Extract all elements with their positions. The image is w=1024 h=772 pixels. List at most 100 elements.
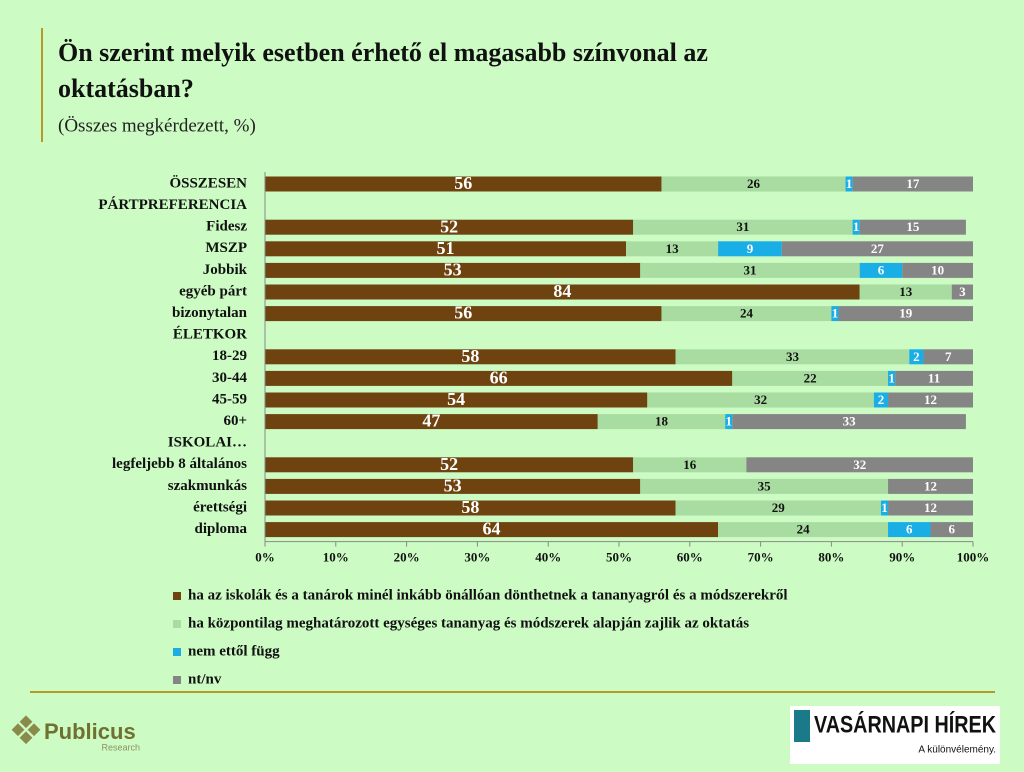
category-label: 45-59 [212, 391, 247, 407]
value-label: 13 [899, 284, 913, 299]
bar-segment [923, 349, 973, 365]
legend-swatch [173, 676, 181, 684]
value-label: 6 [878, 262, 885, 277]
bar-segment [888, 522, 931, 538]
value-label: 24 [797, 522, 811, 537]
value-label: 3 [959, 284, 966, 299]
value-label: 18 [655, 414, 669, 429]
bar-segment [718, 241, 782, 257]
bar-segment [951, 284, 973, 300]
value-label: 31 [736, 219, 749, 234]
value-label: 33 [786, 349, 800, 364]
value-label: 6 [949, 522, 956, 537]
value-label: 12 [924, 392, 937, 407]
bar-segment [873, 392, 889, 408]
category-label: ISKOLAI… [168, 435, 247, 451]
value-label: 1 [888, 370, 895, 385]
x-tick-label: 70% [748, 550, 774, 565]
value-label: 32 [754, 392, 767, 407]
value-label: 1 [853, 219, 860, 234]
value-label: 53 [444, 476, 462, 496]
bar-segment [661, 176, 846, 192]
value-label: 66 [490, 368, 508, 388]
value-label: 31 [743, 262, 756, 277]
bar-segment [888, 478, 973, 494]
category-label: ÖSSZESEN [169, 174, 247, 191]
legend-label: ha az iskolák és a tanárok minél inkább … [188, 587, 788, 603]
bar-segment [640, 478, 889, 494]
bar-segment [265, 370, 733, 386]
legend-swatch [173, 648, 181, 656]
value-label: 53 [444, 260, 462, 280]
x-tick-label: 50% [606, 550, 632, 565]
x-tick-label: 10% [323, 550, 349, 565]
x-tick-label: 60% [677, 550, 703, 565]
value-label: 27 [871, 241, 885, 256]
value-label: 52 [440, 454, 458, 474]
bar-segment [675, 500, 881, 516]
x-tick-label: 90% [889, 550, 915, 565]
legend-swatch [173, 592, 181, 600]
value-label: 1 [881, 500, 888, 515]
value-label: 1 [846, 176, 853, 191]
value-label: 52 [440, 216, 458, 236]
logo-subtext: A különvélemény. [918, 745, 996, 756]
logo-text: VASÁRNAPI HÍREK [814, 710, 997, 738]
legend-label: ha központilag meghatározott egységes ta… [188, 615, 749, 631]
value-label: 58 [461, 497, 479, 517]
value-label: 16 [683, 457, 697, 472]
bar-segment [265, 478, 641, 494]
value-label: 32 [853, 457, 866, 472]
value-label: 84 [553, 281, 571, 301]
x-tick-label: 20% [394, 550, 420, 565]
value-label: 13 [666, 241, 680, 256]
bar-segment [265, 392, 648, 408]
value-label: 56 [454, 173, 472, 193]
bar-segment [781, 241, 973, 257]
bar-segment [732, 414, 966, 430]
bar-segment [895, 370, 973, 386]
legend-label: nt/nv [188, 671, 222, 687]
value-label: 29 [772, 500, 786, 515]
value-label: 17 [906, 176, 920, 191]
legend-swatch [173, 620, 181, 628]
value-label: 26 [747, 176, 761, 191]
bar-segment [265, 500, 676, 516]
value-label: 24 [740, 306, 754, 321]
bar-segment [859, 219, 966, 235]
bar-segment [909, 349, 924, 365]
value-label: 64 [483, 519, 501, 539]
bar-segment [626, 241, 719, 257]
value-label: 2 [878, 392, 885, 407]
value-label: 12 [924, 478, 937, 493]
value-label: 19 [899, 306, 913, 321]
bar-segment [265, 414, 598, 430]
bar-segment [265, 522, 719, 538]
x-tick-label: 100% [957, 550, 990, 565]
bar-segment [718, 522, 889, 538]
value-label: 33 [843, 414, 857, 429]
bar-segment [265, 262, 641, 278]
bar-segment [265, 284, 860, 300]
value-label: 7 [945, 349, 952, 364]
value-label: 56 [454, 303, 472, 323]
bar-segment [852, 219, 860, 235]
category-label: bizonytalan [172, 305, 248, 321]
bar-segment [880, 500, 889, 516]
bar-segment [852, 176, 973, 192]
x-tick-label: 0% [255, 550, 275, 565]
chart-title: Ön szerint melyik esetben érhető el maga… [58, 38, 708, 103]
value-label: 51 [437, 238, 455, 258]
bar-segment [888, 392, 973, 408]
bar-segment [746, 457, 973, 473]
logo-mark [794, 710, 810, 742]
value-label: 54 [447, 389, 465, 409]
bar-segment [859, 262, 903, 278]
value-label: 6 [906, 522, 913, 537]
category-label: szakmunkás [168, 478, 247, 494]
category-label: PÁRTPREFERENCIA [98, 196, 247, 213]
x-tick-label: 80% [818, 550, 844, 565]
value-label: 47 [422, 411, 440, 431]
chart-subtitle: (Összes megkérdezett, %) [58, 115, 256, 136]
